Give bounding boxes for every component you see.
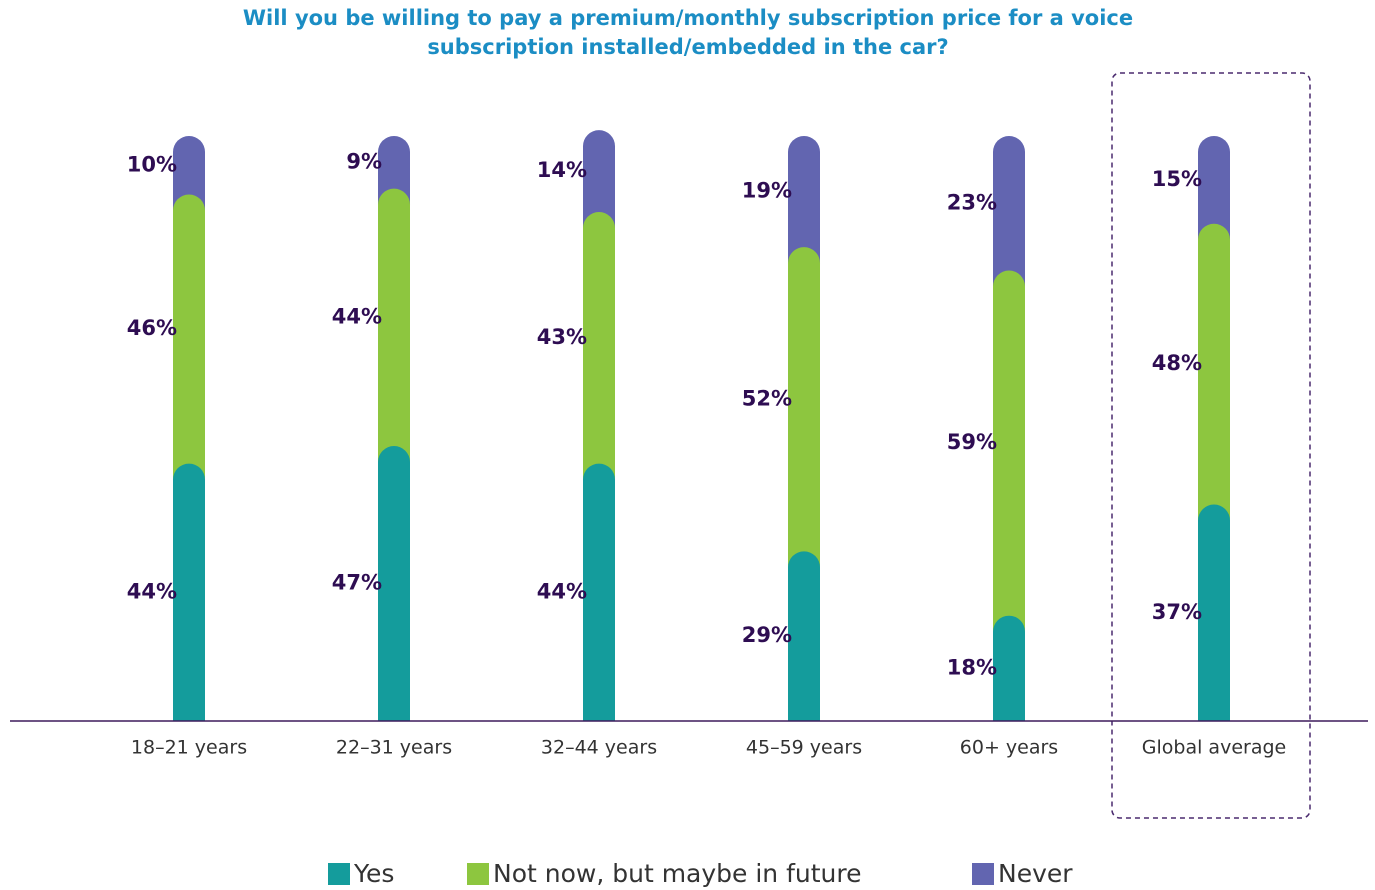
value-label: 18% (947, 655, 997, 679)
x-tick-label: 18–21 years (131, 737, 247, 759)
legend-label: Never (998, 859, 1073, 888)
bar-segment (583, 212, 615, 480)
bar-segment (993, 270, 1025, 632)
bar-segment (788, 136, 820, 264)
bar-segment (378, 136, 410, 205)
bar-segment (378, 188, 410, 463)
value-label: 46% (127, 316, 177, 340)
bar-segment (173, 136, 205, 211)
bar-segment (1198, 136, 1230, 240)
value-label: 52% (742, 386, 792, 410)
bar-segment (788, 247, 820, 568)
bar-segment (788, 551, 820, 721)
value-label: 23% (947, 190, 997, 214)
x-tick-label: Global average (1142, 737, 1286, 759)
x-tick-label: 45–59 years (746, 737, 862, 759)
value-label: 59% (947, 430, 997, 454)
legend-label: Yes (353, 859, 394, 888)
bar-segment (583, 463, 615, 721)
legend-swatch (972, 863, 994, 885)
legend-swatch (467, 863, 489, 885)
value-label: 37% (1152, 600, 1202, 624)
value-label: 29% (742, 623, 792, 647)
bar-segment (1198, 223, 1230, 521)
legend-label: Not now, but maybe in future (493, 859, 862, 888)
value-label: 19% (742, 179, 792, 203)
legend-swatch (328, 863, 350, 885)
bar-segment (583, 130, 615, 229)
value-label: 47% (332, 571, 382, 595)
value-label: 14% (537, 158, 587, 182)
value-label: 15% (1152, 167, 1202, 191)
value-label: 43% (537, 325, 587, 349)
value-label: 48% (1152, 351, 1202, 375)
x-tick-label: 32–44 years (541, 737, 657, 759)
bar-segment (993, 615, 1025, 721)
highlight-box (1111, 72, 1311, 819)
plot (173, 130, 1230, 721)
value-label: 44% (127, 579, 177, 603)
value-label: 44% (332, 304, 382, 328)
x-tick-label: 22–31 years (336, 737, 452, 759)
value-label: 10% (127, 152, 177, 176)
bar-segment (378, 446, 410, 721)
value-label: 44% (537, 579, 587, 603)
bar-segment (993, 136, 1025, 287)
bar-segment (173, 194, 205, 480)
bar-segment (1198, 504, 1230, 721)
chart-title: subscription installed/embedded in the c… (427, 35, 948, 59)
chart-title: Will you be willing to pay a premium/mon… (243, 6, 1133, 30)
x-tick-label: 60+ years (960, 737, 1058, 759)
value-label: 9% (346, 149, 382, 173)
bar-segment (173, 463, 205, 721)
